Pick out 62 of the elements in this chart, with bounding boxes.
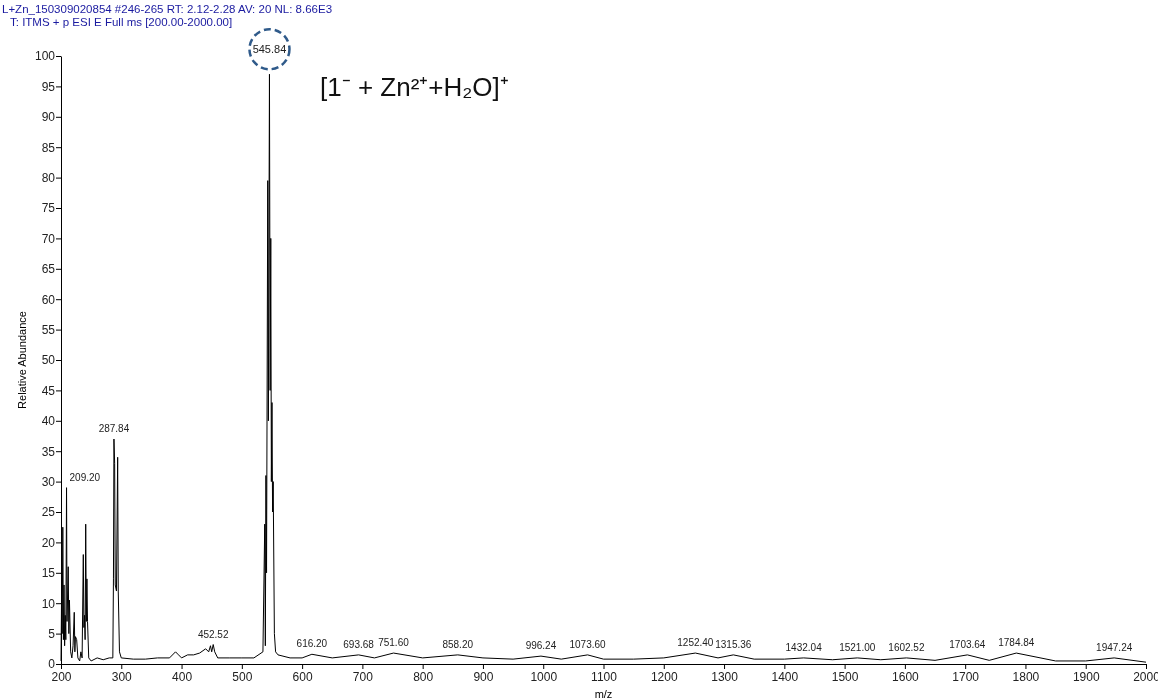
annotation: 1703.64 [949,638,986,650]
y-tick-label: 60 [41,292,56,307]
x-tick-label: 900 [473,669,494,684]
y-tick-label: 20 [41,535,56,550]
y-tick-label: 50 [41,353,56,368]
x-tick-label: 1800 [1012,669,1040,684]
x-tick-label: 1300 [711,669,739,684]
y-tick-label: 100 [34,49,56,64]
y-tick-label: 45 [41,383,56,398]
y-tick-label: 90 [41,110,56,125]
annotation: 1252.40 [677,637,714,649]
x-tick-label: 600 [292,669,313,684]
annotation: 1947.24 [1096,641,1133,653]
y-tick-label: 35 [41,444,56,459]
y-tick-label: 75 [41,201,56,216]
annotation: 693.68 [343,638,375,650]
x-tick-label: 1200 [650,669,678,684]
y-tick-label: 40 [41,414,56,429]
annotation: 287.84 [98,423,130,435]
annotation: 1602.52 [888,641,925,653]
annotation: 1784.84 [998,637,1035,649]
annotation: 996.24 [525,640,557,652]
y-tick-label: 70 [41,231,56,246]
annotation: 751.60 [378,637,410,649]
x-tick-label: 1400 [771,669,799,684]
chart-title: L+Zn_150309020854 #246-265 RT: 2.12-2.28 AV: 20 NL: 8.66E3 [2,3,333,15]
y-tick-label: 0 [48,657,56,672]
y-tick-label: 15 [41,566,56,581]
x-tick-label: 400 [172,669,193,684]
y-tick-label: 85 [41,140,56,155]
annotation: 858.20 [442,638,474,650]
y-tick-label: 5 [48,626,56,641]
x-tick-label: 1500 [831,669,859,684]
y-tick-label: 55 [41,322,56,337]
annotation: 1432.04 [785,641,823,653]
x-axis-title: m/z [594,688,613,700]
annotation: 1315.36 [715,638,752,650]
annotation: 452.52 [197,628,229,640]
y-tick-label: 30 [41,474,56,489]
y-axis-title: Relative Abundance [16,311,28,409]
x-tick-label: 1700 [952,669,980,684]
x-tick-label: 700 [352,669,374,684]
chart-subtitle: T: ITMS + p ESI E Full ms [200.00-2000.00] [10,16,233,28]
annotation: 1521.00 [839,641,876,653]
y-tick-label: 95 [41,79,56,94]
x-tick-label: 800 [413,669,434,684]
x-tick-label: 200 [51,669,72,684]
x-tick-label: 1900 [1072,669,1100,684]
annotation: [1⁻ + Zn²⁺+H₂O]⁺ [320,72,509,102]
x-tick-label: 1000 [530,669,558,684]
x-tick-label: 1100 [591,669,618,684]
annotation: 209.20 [69,471,101,483]
x-tick-label: 300 [111,669,133,684]
annotation: 616.20 [296,638,328,650]
y-tick-label: 10 [41,596,56,611]
annotation: 545.84 [252,43,287,56]
x-tick-label: 1600 [892,669,920,684]
y-tick-label: 80 [41,170,56,185]
annotation: 1073.60 [569,638,607,650]
y-tick-label: 25 [41,505,56,520]
x-tick-label: 500 [232,669,253,684]
y-tick-label: 65 [41,262,56,277]
